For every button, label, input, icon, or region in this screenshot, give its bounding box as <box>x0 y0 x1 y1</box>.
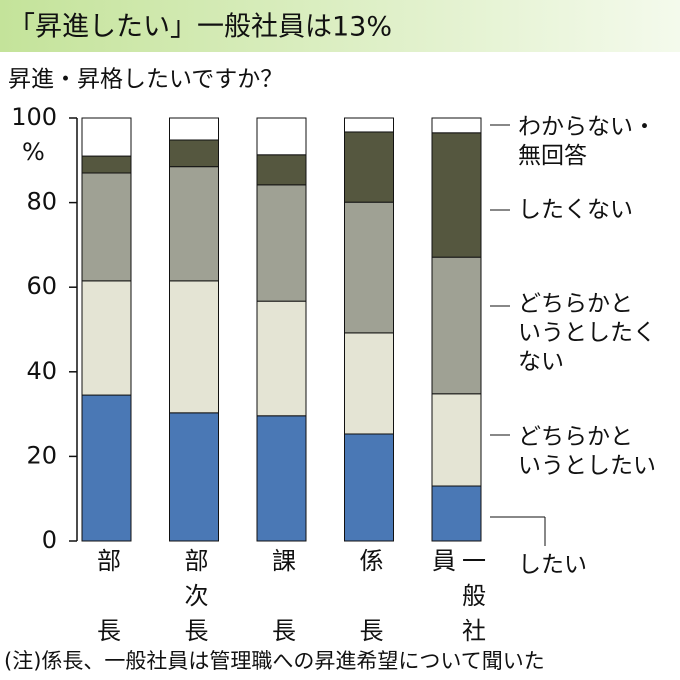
x-tick-label: 一般社員 <box>427 548 486 642</box>
bar-segment <box>169 280 219 414</box>
bar-segment <box>344 332 394 435</box>
bar-segment <box>431 393 482 487</box>
legend-label: どちらかと いうとしたい <box>518 424 656 479</box>
bar-segment <box>431 485 482 542</box>
subtitle: 昇進・昇格したいですか？ <box>8 67 283 93</box>
bar-segment <box>344 433 394 542</box>
note: (注)係長、一般社員は管理職への昇進希望について聞いた <box>4 649 545 673</box>
bar-segment <box>169 412 219 542</box>
bar-segment <box>81 117 132 157</box>
bar-segment <box>256 184 307 302</box>
bar-segment <box>81 394 132 542</box>
y-tick-label: 0 <box>42 526 57 554</box>
bar-segment <box>169 166 219 282</box>
legend-label: したくない <box>518 196 633 223</box>
bar-segment <box>344 117 394 133</box>
y-tick-label: 60 <box>26 272 57 300</box>
legend-label: したい <box>518 551 587 578</box>
x-tick-label: 部次長 <box>180 548 208 642</box>
legend-label: どちらかと いうとしたく ない <box>518 290 656 375</box>
bar-segment <box>344 201 394 334</box>
bar-segment <box>81 280 132 396</box>
bar-segment <box>256 117 307 156</box>
title-band <box>0 0 680 52</box>
bar-segment <box>431 256 482 395</box>
y-tick-label: 80 <box>26 188 57 216</box>
chart-title: 「昇進したい」一般社員は13% <box>8 12 392 43</box>
bar-segment <box>256 300 307 417</box>
x-tick-label: 係長 <box>355 548 383 642</box>
bar-segment <box>256 154 307 186</box>
bar-segment <box>431 132 482 258</box>
bar-segment <box>81 155 132 174</box>
x-tick-label: 課長 <box>267 548 296 642</box>
bar-segment <box>344 131 394 203</box>
bar-segment <box>169 117 219 141</box>
y-tick-label: 20 <box>26 441 57 469</box>
bar-segment <box>256 415 307 542</box>
y-tick-label: 100 <box>11 103 57 131</box>
x-tick-label: 部長 <box>92 548 121 642</box>
bar-segment <box>431 117 482 134</box>
bar-segment <box>81 172 132 282</box>
bar-segment <box>169 139 219 168</box>
legend-label: わからない・ 無回答 <box>518 114 656 169</box>
y-unit: % <box>22 138 45 166</box>
y-tick-label: 40 <box>26 357 57 385</box>
